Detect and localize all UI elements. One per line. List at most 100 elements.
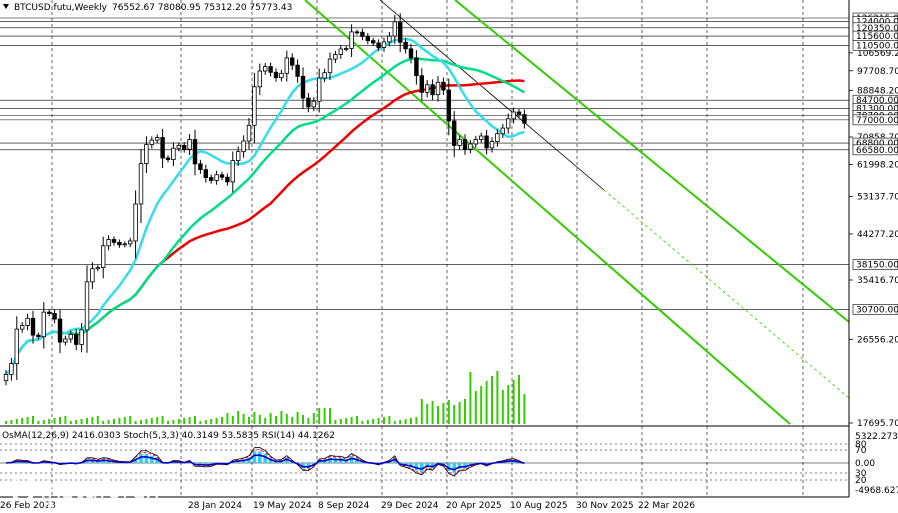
volume-bar	[10, 420, 13, 424]
candle-body	[306, 97, 311, 108]
volume-bar	[264, 418, 267, 424]
level-label: 30700.00	[856, 305, 898, 315]
collapse-icon[interactable]	[3, 4, 9, 9]
candle-body	[419, 75, 424, 93]
candle-body	[171, 147, 176, 161]
osma-bar	[463, 463, 467, 469]
osma-bar	[457, 463, 462, 469]
volume-bar	[183, 418, 186, 424]
volume-bar	[32, 416, 34, 424]
candle-body	[316, 77, 322, 102]
volume-bar	[474, 391, 477, 424]
watermark-brand: instaforex	[40, 476, 160, 504]
candle-body	[516, 111, 522, 115]
volume-bar	[393, 421, 396, 424]
price-tick-label: 106569.20	[857, 49, 898, 59]
time-tick-label: 30 Nov 2025	[576, 501, 634, 511]
level-label-box	[852, 40, 898, 51]
candle-body	[311, 100, 316, 108]
candle-body	[181, 145, 187, 150]
candle-body	[19, 325, 25, 330]
price-tick-label: 26556.20	[857, 335, 898, 345]
volume-bar	[91, 417, 94, 424]
volume-bar	[156, 417, 159, 424]
symbol-header: BTCUSD.futu,Weekly	[14, 3, 108, 13]
candle-body	[424, 84, 430, 93]
volume-bar	[150, 418, 153, 424]
osma-bar	[355, 458, 359, 463]
osma-bar	[252, 451, 257, 463]
volume-bar	[415, 417, 418, 424]
candle-body	[52, 313, 57, 320]
volume-bar	[501, 390, 504, 424]
vertical-grid	[51, 0, 804, 497]
volume-bar	[420, 399, 423, 424]
volume-bar	[21, 418, 24, 424]
volume-bar	[226, 413, 229, 424]
level-label: 84700.00	[856, 96, 898, 106]
candle-body	[511, 111, 516, 120]
candle-body	[176, 145, 181, 149]
osma-bar	[420, 463, 424, 472]
candle-body	[273, 71, 279, 79]
osma-bar	[301, 463, 305, 469]
volume-bar	[177, 419, 180, 424]
channel-line-lower	[304, 0, 791, 425]
level-labels: 126215.00124000.00120350.00115600.001105…	[852, 12, 898, 315]
volume-bar	[361, 421, 364, 424]
time-axis-labels: 26 Feb 2023 28 Jan 2024 19 May 2024 8 Sep 2…	[0, 501, 695, 511]
osc-axis-label: 30	[855, 469, 867, 479]
candle-body	[144, 144, 149, 164]
candle-body	[430, 84, 435, 96]
volume-bar	[302, 415, 304, 424]
volume-bar	[210, 419, 213, 424]
volume-bar	[383, 417, 385, 424]
candle-body	[106, 239, 111, 247]
candle-body	[300, 75, 306, 99]
candle-body	[370, 40, 376, 44]
candle-body	[133, 203, 138, 242]
level-label: 81300.00	[856, 105, 898, 115]
candle-body	[322, 72, 327, 79]
channel-line-upper	[454, 0, 850, 323]
candle-body	[387, 35, 392, 43]
candle-body	[451, 120, 457, 146]
volume-bar	[339, 419, 342, 424]
candle-body	[246, 124, 252, 142]
candle-body	[14, 328, 19, 365]
candle-body	[333, 54, 338, 60]
volume-bar	[69, 421, 72, 424]
candle-body	[495, 133, 500, 142]
volume-bar	[75, 420, 78, 424]
candle-body	[505, 118, 511, 129]
candle-body	[257, 70, 262, 88]
osc-axis-label: 0.00	[855, 459, 875, 469]
candle-body	[36, 334, 41, 338]
volume-bar	[215, 418, 218, 424]
candle-body	[360, 31, 365, 37]
candle-body	[90, 268, 95, 283]
candle-body	[101, 245, 106, 269]
volume-bars	[5, 371, 526, 424]
candle-body	[230, 160, 235, 183]
osma-bar	[414, 463, 419, 471]
price-tick-label: 17695.70	[857, 419, 898, 429]
volume-bar	[194, 416, 196, 424]
candle-body	[414, 57, 419, 77]
volume-bar	[329, 408, 331, 424]
candle-body	[198, 163, 203, 170]
volume-bar	[172, 420, 175, 424]
candle-body	[284, 57, 289, 74]
volume-bar	[275, 416, 277, 424]
candle-body	[160, 137, 165, 159]
level-label: 120350.00	[856, 24, 898, 34]
volume-bar	[188, 417, 191, 424]
candle-body	[397, 21, 403, 43]
price-tick-label: 53137.70	[857, 192, 898, 202]
candles	[3, 13, 527, 386]
volume-bar	[242, 414, 245, 424]
volume-bar	[426, 404, 429, 424]
candle-body	[30, 317, 36, 336]
